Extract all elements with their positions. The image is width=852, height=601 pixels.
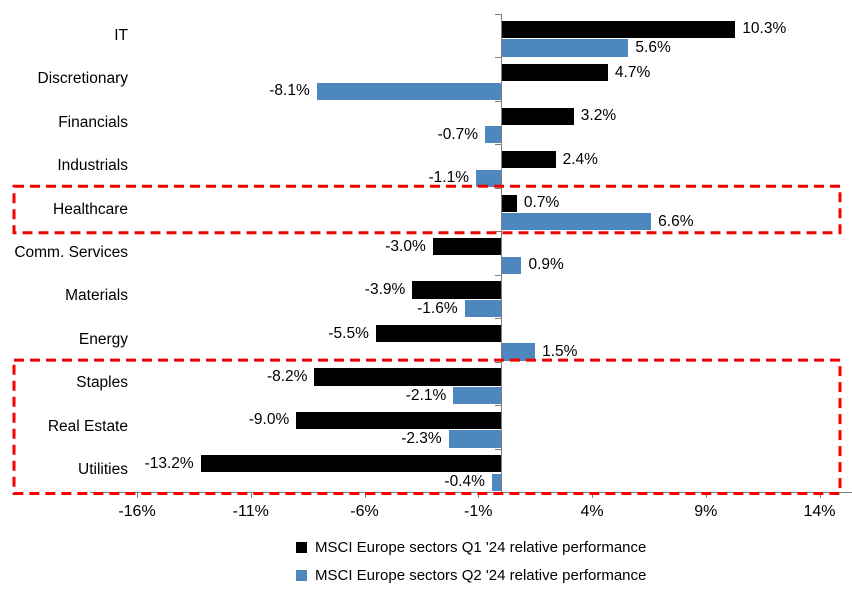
bar-value-label-q2-staples: -2.1% — [405, 386, 447, 404]
y-axis-tick — [495, 57, 501, 59]
bar-q1-real-estate — [296, 411, 501, 430]
x-axis-tick-label: -11% — [232, 502, 269, 520]
legend-label-q2: MSCI Europe sectors Q2 '24 relative perf… — [315, 566, 647, 584]
bar-value-label-q1-materials: -3.9% — [364, 281, 406, 299]
category-label-real-estate: Real Estate — [47, 417, 128, 435]
x-axis-line — [90, 491, 852, 493]
legend-item-q1: MSCI Europe sectors Q1 '24 relative perf… — [296, 537, 646, 557]
bar-value-label-q1-staples: -8.2% — [266, 367, 308, 385]
x-axis-tick — [705, 491, 707, 498]
x-axis-tick-label: 14% — [803, 502, 836, 520]
category-label-materials: Materials — [65, 287, 128, 305]
bar-q1-staples — [314, 368, 501, 386]
bar-q2-energy — [501, 343, 536, 361]
bar-q2-materials — [464, 300, 501, 318]
bar-value-label-q2-utilities: -0.4% — [444, 473, 485, 491]
category-label-comm-services: Comm. Services — [14, 243, 128, 261]
bar-q2-comm-services — [501, 256, 522, 274]
bar-value-label-q1-discretionary: 4.7% — [614, 63, 651, 81]
y-axis-tick — [495, 14, 501, 15]
y-axis-tick — [495, 231, 501, 233]
bar-q2-it — [501, 39, 629, 57]
bar-value-label-q1-financials: 3.2% — [580, 107, 617, 125]
category-label-staples: Staples — [76, 374, 128, 392]
bar-q1-comm-services — [432, 237, 501, 256]
bar-q2-healthcare — [501, 213, 652, 231]
y-axis-line — [501, 14, 502, 492]
bar-value-label-q1-comm-services: -3.0% — [385, 237, 426, 255]
bar-value-label-q2-materials: -1.6% — [417, 299, 458, 317]
bar-q2-real-estate — [448, 430, 501, 448]
y-axis-tick — [495, 187, 501, 189]
bar-value-label-q1-energy: -5.5% — [328, 324, 369, 342]
bar-q1-discretionary — [501, 64, 608, 82]
bar-q2-financials — [485, 126, 501, 144]
legend-swatch-q1-icon — [296, 541, 307, 553]
bar-q1-financials — [501, 107, 574, 125]
category-label-industrials: Industrials — [57, 157, 128, 175]
category-label-it: IT — [114, 26, 128, 44]
y-axis-tick — [495, 405, 501, 407]
y-axis-tick — [495, 361, 501, 363]
x-axis-tick — [592, 491, 593, 498]
bar-q1-healthcare — [501, 194, 517, 212]
bar-q1-energy — [375, 324, 501, 343]
bar-value-label-q2-financials: -0.7% — [437, 125, 479, 143]
category-label-financials: Financials — [58, 113, 128, 131]
category-label-healthcare: Healthcare — [53, 200, 128, 218]
category-label-utilities: Utilities — [78, 461, 128, 479]
bar-value-label-q1-it: 10.3% — [742, 20, 787, 38]
x-axis-tick — [250, 491, 252, 498]
y-axis-tick — [495, 448, 501, 450]
bar-value-label-q2-healthcare: 6.6% — [658, 212, 694, 230]
bar-q2-discretionary — [316, 82, 501, 101]
bar-value-label-q2-discretionary: -8.1% — [269, 82, 310, 100]
y-axis-tick — [495, 274, 501, 276]
category-label-energy: Energy — [78, 330, 128, 348]
bar-value-label-q2-industrials: -1.1% — [428, 169, 469, 187]
legend-swatch-q2-icon — [296, 569, 307, 581]
legend-item-q2: MSCI Europe sectors Q2 '24 relative perf… — [296, 565, 646, 585]
highlight-box-healthcare — [12, 184, 842, 235]
x-axis-tick — [137, 491, 138, 498]
legend-label-q1: MSCI Europe sectors Q1 '24 relative perf… — [315, 538, 647, 556]
x-axis-tick — [819, 491, 821, 498]
bar-q1-industrials — [501, 151, 556, 169]
bar-value-label-q1-industrials: 2.4% — [562, 150, 598, 168]
bar-q1-utilities — [200, 455, 501, 473]
x-axis-tick-label: 4% — [580, 502, 604, 520]
bar-value-label-q2-energy: 1.5% — [542, 343, 578, 361]
bar-value-label-q1-healthcare: 0.7% — [523, 194, 560, 212]
x-axis-tick — [364, 491, 366, 498]
x-axis-tick-label: -6% — [350, 502, 379, 520]
category-label-discretionary: Discretionary — [37, 70, 128, 88]
bar-q2-utilities — [491, 473, 501, 492]
bar-q2-industrials — [475, 169, 501, 187]
x-axis-tick — [478, 491, 480, 498]
bar-value-label-q2-it: 5.6% — [635, 38, 671, 56]
y-axis-tick — [495, 100, 501, 102]
bar-value-label-q1-utilities: -13.2% — [144, 454, 194, 472]
bar-value-label-q2-real-estate: -2.3% — [401, 430, 442, 447]
bar-value-label-q2-comm-services: 0.9% — [528, 256, 564, 274]
bar-value-label-q1-real-estate: -9.0% — [248, 411, 290, 429]
bar-q1-it — [501, 20, 736, 38]
bar-q2-staples — [453, 386, 501, 405]
y-axis-tick — [495, 144, 501, 146]
y-axis-tick — [495, 318, 501, 320]
x-axis-tick-label: -16% — [118, 502, 156, 520]
x-axis-tick-label: -1% — [464, 502, 493, 520]
bar-q1-materials — [412, 281, 501, 299]
x-axis-tick-label: 9% — [694, 502, 718, 520]
